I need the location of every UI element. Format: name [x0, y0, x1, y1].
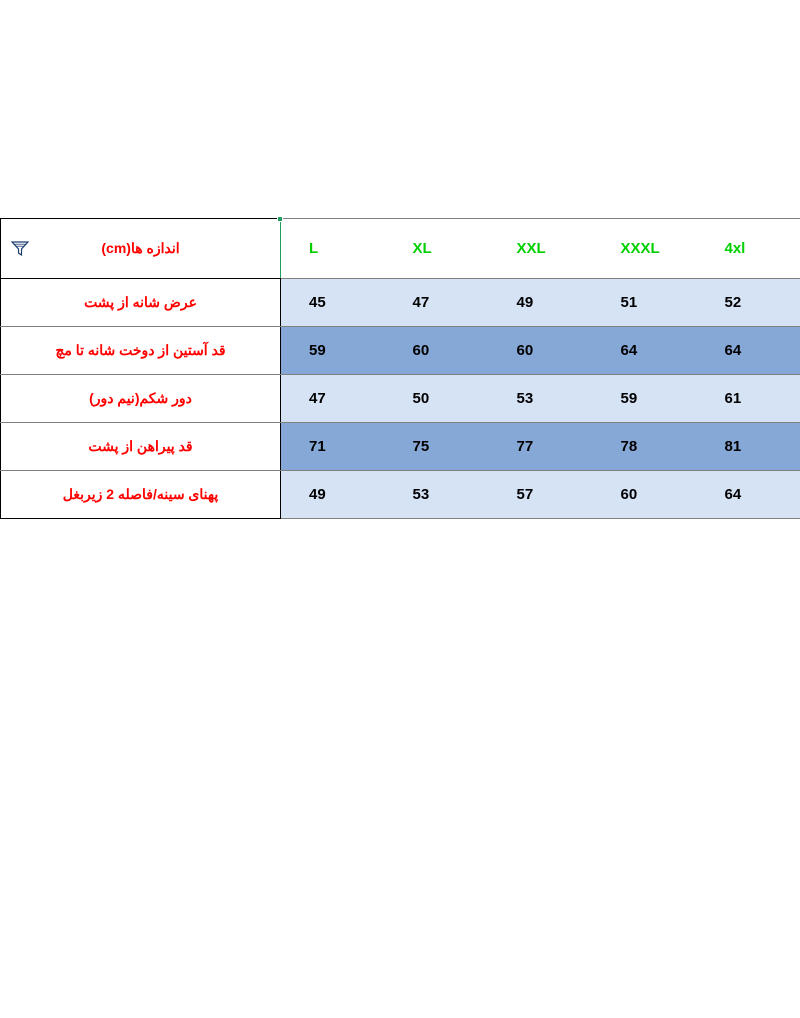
size-table: اندازه ها(cm) L XL XXL XXXL 4xl عرض شانه… — [0, 218, 800, 519]
table-cell: 64 — [697, 471, 800, 519]
row-label: قد پیراهن از پشت — [1, 423, 281, 471]
col-header-4xl: 4xl — [697, 219, 800, 279]
filter-icon[interactable] — [11, 241, 29, 257]
col-header-XXL: XXL — [489, 219, 593, 279]
table-cell: 81 — [697, 423, 800, 471]
table-cell: 60 — [385, 327, 489, 375]
table-header-row: اندازه ها(cm) L XL XXL XXXL 4xl — [1, 219, 800, 279]
header-label-cell: اندازه ها(cm) — [1, 219, 281, 279]
size-table-container: اندازه ها(cm) L XL XXL XXXL 4xl عرض شانه… — [0, 218, 800, 519]
table-cell: 53 — [385, 471, 489, 519]
table-row: عرض شانه از پشت4547495152 — [1, 279, 800, 327]
table-body: عرض شانه از پشت4547495152قد آستین از دوخ… — [1, 279, 800, 519]
row-label: پهنای سینه/فاصله 2 زیربغل — [1, 471, 281, 519]
table-cell: 64 — [697, 327, 800, 375]
table-cell: 71 — [281, 423, 385, 471]
table-cell: 64 — [593, 327, 697, 375]
row-label: قد آستین از دوخت شانه تا مچ — [1, 327, 281, 375]
table-cell: 60 — [489, 327, 593, 375]
table-cell: 75 — [385, 423, 489, 471]
table-cell: 49 — [281, 471, 385, 519]
table-cell: 57 — [489, 471, 593, 519]
row-label: دور شکم(نیم دور) — [1, 375, 281, 423]
table-cell: 45 — [281, 279, 385, 327]
table-cell: 52 — [697, 279, 800, 327]
col-header-L: L — [281, 219, 385, 279]
table-row: پهنای سینه/فاصله 2 زیربغل4953576064 — [1, 471, 800, 519]
selection-handle[interactable] — [277, 216, 283, 222]
table-row: قد پیراهن از پشت7175777881 — [1, 423, 800, 471]
table-cell: 78 — [593, 423, 697, 471]
table-cell: 60 — [593, 471, 697, 519]
table-cell: 59 — [281, 327, 385, 375]
col-header-XL: XL — [385, 219, 489, 279]
table-cell: 51 — [593, 279, 697, 327]
table-cell: 61 — [697, 375, 800, 423]
table-cell: 49 — [489, 279, 593, 327]
table-row: قد آستین از دوخت شانه تا مچ5960606464 — [1, 327, 800, 375]
header-label-text: اندازه ها(cm) — [101, 240, 179, 256]
table-cell: 59 — [593, 375, 697, 423]
table-cell: 77 — [489, 423, 593, 471]
col-header-XXXL: XXXL — [593, 219, 697, 279]
table-cell: 47 — [281, 375, 385, 423]
row-label: عرض شانه از پشت — [1, 279, 281, 327]
table-row: دور شکم(نیم دور)4750535961 — [1, 375, 800, 423]
table-cell: 50 — [385, 375, 489, 423]
table-cell: 53 — [489, 375, 593, 423]
table-cell: 47 — [385, 279, 489, 327]
